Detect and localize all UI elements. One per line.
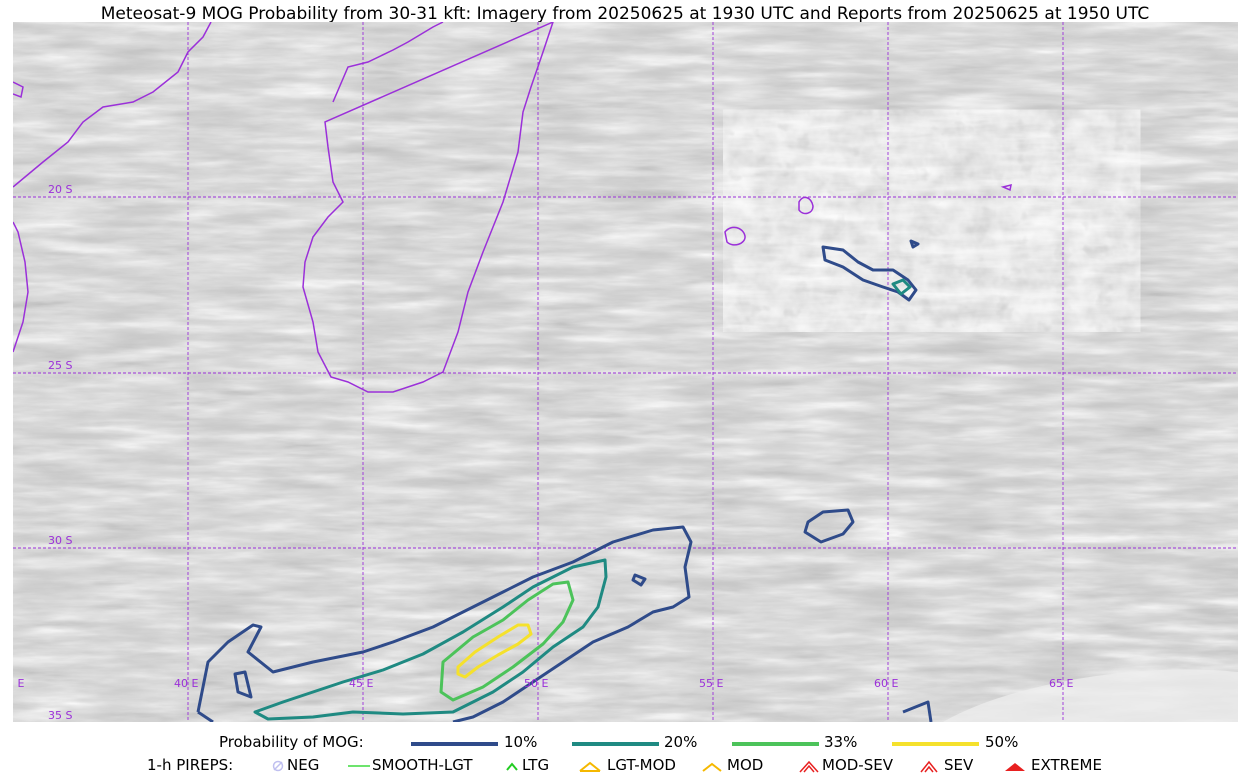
satellite-imagery: [13, 22, 1238, 722]
coast-africa-south: [13, 221, 29, 353]
contour-10-small: [631, 573, 647, 587]
lgt-mod-icon: [579, 761, 601, 772]
lat-label-20s: 20 S: [48, 183, 72, 196]
sev-icon: [920, 760, 938, 773]
coastlines: [13, 22, 1012, 393]
line-icon: [348, 765, 370, 767]
probability-contours: [196, 239, 933, 722]
probability-20-label: 20%: [664, 733, 698, 751]
coast-rodrigues: [1000, 183, 1012, 192]
map-title: Meteosat-9 MOG Probability from 30-31 kf…: [100, 4, 1150, 24]
map-canvas: 35 E 40 E 45 E 50 E 55 E 60 E 65 E 20 S …: [13, 22, 1238, 722]
probability-33-label: 33%: [824, 733, 858, 751]
lon-label-50e: 50 E: [524, 677, 548, 690]
lon-label-35e: 35 E: [13, 677, 24, 690]
lat-label-25s: 25 S: [48, 359, 72, 372]
coast-madagascar: [302, 22, 554, 393]
lat-label-35s: 35 S: [48, 709, 72, 722]
contour-50: [456, 623, 533, 679]
pirep-sev-label: SEV: [944, 756, 974, 774]
pirep-lgt-mod-label: LGT-MOD: [607, 756, 676, 774]
coast-reunion: [724, 226, 746, 246]
coast-mauritius: [798, 196, 814, 215]
pirep-ltg-label: LTG: [522, 756, 550, 774]
contour-10-south: [196, 525, 933, 722]
contour-10-speck: [909, 239, 920, 249]
lon-label-60e: 60 E: [874, 677, 898, 690]
longitude-labels: 35 E 40 E 45 E 50 E 55 E 60 E 65 E: [13, 677, 1073, 690]
graticule: [13, 22, 1238, 722]
probability-10-label: 10%: [504, 733, 538, 751]
coast-fragment: [13, 81, 24, 99]
lon-label-65e: 65 E: [1049, 677, 1073, 690]
pirep-extreme-label: EXTREME: [1031, 756, 1102, 774]
lon-label-40e: 40 E: [174, 677, 198, 690]
pirep-neg-label: NEG: [287, 756, 320, 774]
mod-icon: [702, 762, 722, 772]
contour-20-north: [891, 278, 912, 296]
swatch-50: [892, 742, 979, 746]
mod-sev-icon: [799, 760, 819, 773]
lon-label-55e: 55 E: [699, 677, 723, 690]
lat-label-30s: 30 S: [48, 534, 72, 547]
pirep-legend-label: 1-h PIREPS:: [147, 756, 234, 774]
probability-legend: Probability of MOG: 10% 20% 33% 50%: [0, 733, 1250, 753]
latitude-labels: 20 S 25 S 30 S 35 S: [48, 183, 72, 722]
neg-circle-icon: [272, 760, 284, 772]
coast-africa-north: [13, 22, 212, 188]
chevron-up-icon: [506, 762, 518, 771]
pirep-legend: 1-h PIREPS: NEG SMOOTH-LGT LTG LGT-MOD M…: [0, 756, 1250, 776]
contour-10-north: [821, 245, 918, 302]
contour-20-south: [253, 558, 608, 721]
swatch-10: [411, 742, 498, 746]
swatch-20: [572, 742, 659, 746]
probability-legend-label: Probability of MOG:: [219, 733, 364, 751]
extreme-icon: [1005, 763, 1025, 771]
probability-50-label: 50%: [985, 733, 1019, 751]
contour-10-island: [803, 508, 855, 544]
contour-33: [439, 580, 575, 702]
lon-label-45e: 45 E: [349, 677, 373, 690]
swatch-33: [732, 742, 819, 746]
pirep-mod-label: MOD: [727, 756, 764, 774]
pirep-mod-sev-label: MOD-SEV: [822, 756, 893, 774]
satellite-map: 35 E 40 E 45 E 50 E 55 E 60 E 65 E 20 S …: [13, 22, 1238, 722]
pirep-smooth-lgt-label: SMOOTH-LGT: [372, 756, 473, 774]
cloud-arc: [943, 669, 1238, 722]
